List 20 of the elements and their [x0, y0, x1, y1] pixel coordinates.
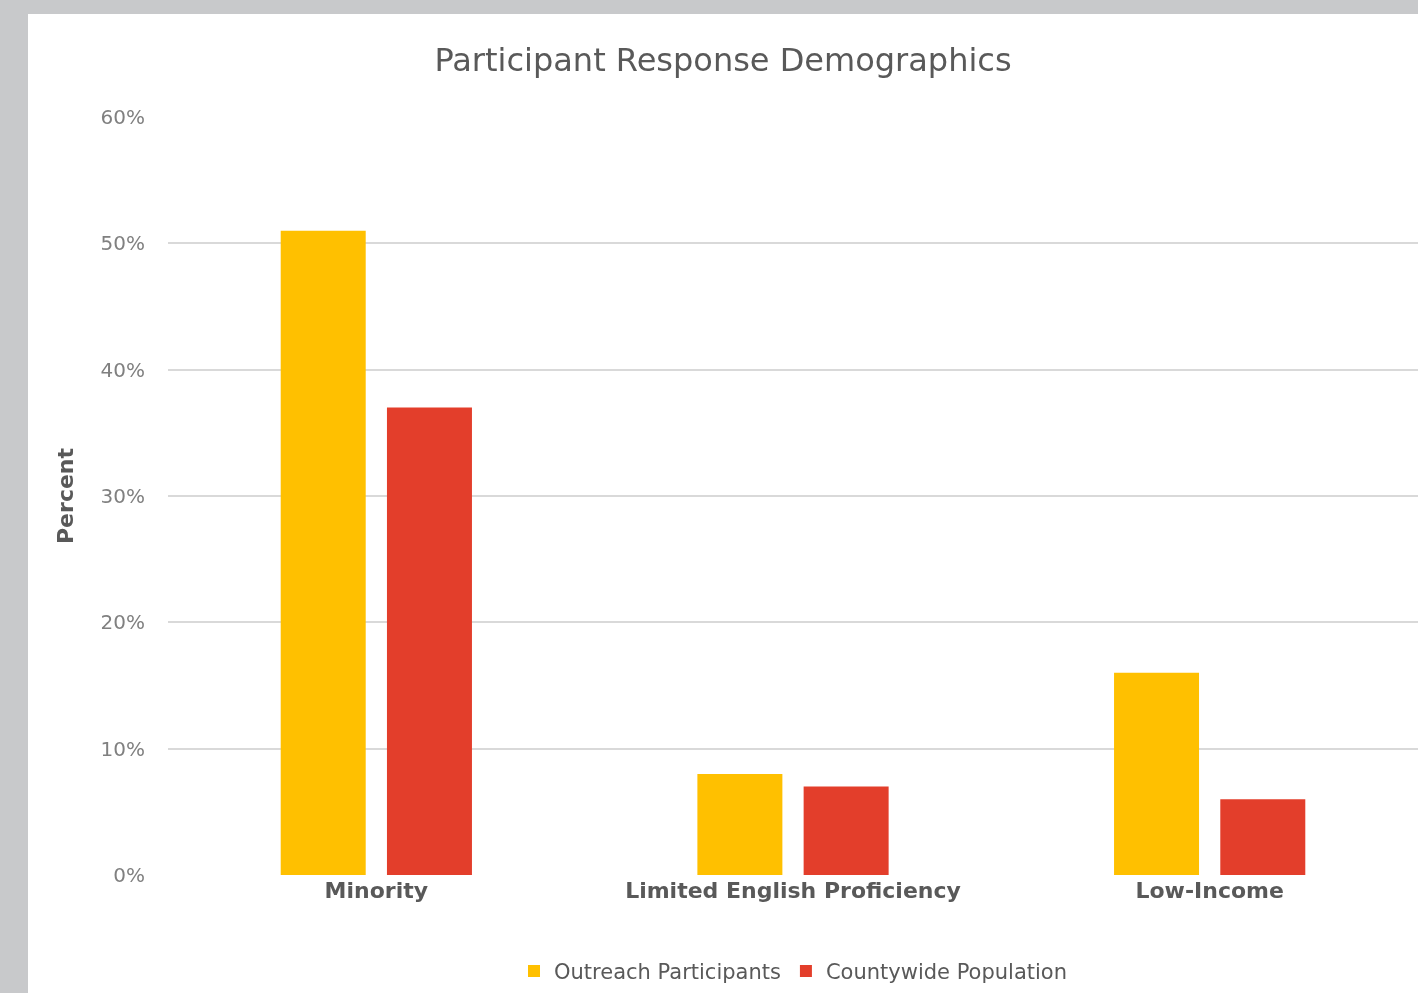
bar [1220, 799, 1306, 875]
bar [1114, 672, 1200, 875]
y-tick-label: 40% [100, 357, 145, 382]
legend-label: Outreach Participants [554, 960, 781, 985]
bar [386, 407, 472, 875]
y-tick-label: 10% [100, 736, 145, 761]
x-tick-label: Low-Income [1135, 878, 1284, 903]
y-axis-title: Percent [53, 447, 79, 545]
y-tick-label: 30% [100, 484, 145, 508]
y-tick-label: 50% [100, 231, 145, 256]
chart-title: Participant Response Demographics [434, 40, 1012, 79]
x-tick-label: Limited English Proficiency [625, 878, 961, 903]
x-tick-label: Minority [324, 878, 429, 903]
y-tick-label: 60% [100, 105, 145, 129]
bar [803, 786, 889, 875]
y-tick-label: 0% [113, 863, 145, 887]
bar [697, 773, 783, 875]
y-tick-label: 20% [100, 610, 145, 635]
bar [280, 230, 366, 875]
legend-label: Countywide Population [825, 960, 1067, 985]
